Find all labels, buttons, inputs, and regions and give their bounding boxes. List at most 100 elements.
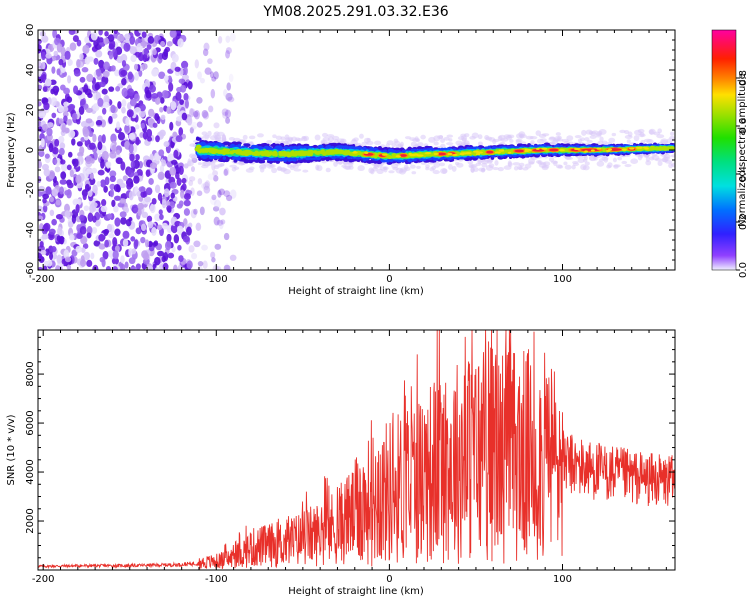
spectrogram-halo-cell — [639, 153, 644, 158]
spectrogram-noise-cell — [79, 76, 86, 83]
spectrogram-halo-cell — [624, 164, 632, 168]
spectrogram-noise-cell — [38, 112, 46, 119]
spectrogram-noise-cell — [152, 48, 157, 56]
spectrogram-halo-cell — [638, 133, 646, 138]
spectrogram-halo-cell — [606, 164, 612, 169]
spectrogram-noise-cell — [100, 159, 105, 169]
spectrogram-halo-cell — [361, 141, 369, 146]
spectrogram-halo-cell — [666, 138, 673, 144]
spectrogram-halo-cell — [477, 134, 483, 140]
spectrogram-noise-cell — [213, 122, 220, 129]
spectrogram-noise-cell — [72, 158, 79, 168]
spectrogram-noise-cell — [143, 47, 149, 56]
spectrogram-noise-cell — [190, 209, 197, 219]
spectrogram-halo-cell — [540, 138, 547, 142]
spectrogram-noise-cell — [167, 252, 175, 259]
spectrogram-noise-cell — [38, 43, 42, 51]
spectrogram-noise-cell — [209, 71, 215, 79]
spectrogram-halo-cell — [623, 130, 630, 135]
spectrogram-halo-cell — [257, 133, 264, 138]
spectrogram-noise-cell — [51, 112, 57, 119]
spectrogram-noise-cell — [110, 65, 116, 72]
spectrogram-halo-cell — [416, 165, 421, 170]
spectrogram-halo-cell — [366, 137, 371, 142]
spectrogram-noise-cell — [80, 247, 86, 253]
spectrogram-halo-cell — [216, 131, 225, 137]
spectrogram-halo-cell — [275, 135, 283, 141]
spectrogram-noise-cell — [89, 173, 95, 180]
spectrogram-noise-cell — [135, 136, 140, 146]
spectrogram-noise-cell — [159, 106, 164, 113]
spectrogram-noise-cell — [187, 80, 193, 90]
spectrogram-halo-cell — [410, 164, 416, 169]
spectrogram-noise-cell — [134, 106, 141, 114]
spectrogram-noise-cell — [93, 240, 101, 247]
spectrogram-halo-cell — [350, 139, 358, 146]
spectrogram-halo-cell — [271, 167, 278, 174]
spectrogram-noise-cell — [49, 252, 54, 261]
spectrogram-noise-cell — [59, 179, 67, 185]
spectrogram-band-cell — [358, 146, 363, 151]
spectrogram-noise-cell — [39, 240, 44, 248]
spectrogram-noise-cell — [134, 154, 140, 161]
spectrogram-noise-cell — [98, 243, 106, 250]
spectrogram-halo-cell — [497, 167, 504, 172]
spectrogram-halo-cell — [344, 165, 352, 170]
spectrogram-noise-cell — [103, 228, 110, 235]
spectrogram-noise-cell — [108, 115, 113, 125]
spectrogram-noise-cell — [152, 122, 158, 128]
spectrogram-noise-cell — [80, 136, 86, 143]
spectrogram-noise-cell — [57, 104, 64, 113]
spectrogram-noise-cell — [148, 108, 155, 117]
spectrogram-halo-cell — [564, 164, 572, 170]
spectrogram-band-cell — [352, 146, 359, 150]
spectrogram-noise-cell — [145, 187, 153, 196]
spectrogram-noise-cell — [138, 186, 146, 193]
spectrogram-halo-cell — [290, 164, 296, 168]
spectrogram-halo-cell — [654, 158, 663, 162]
spectrogram-noise-cell — [72, 198, 80, 206]
spectrogram-band-cell — [317, 144, 324, 149]
spectrogram-noise-cell — [38, 266, 44, 270]
spectrogram-noise-cell — [38, 215, 44, 221]
spectrogram-noise-cell — [212, 170, 219, 177]
spectrogram-noise-cell — [87, 92, 93, 98]
spectrogram-noise-cell — [163, 75, 169, 82]
spectrogram-halo-cell — [571, 164, 576, 170]
spectrogram-noise-cell — [111, 112, 118, 119]
spectrogram-noise-cell — [211, 257, 216, 263]
spectrogram-halo-cell — [446, 134, 454, 138]
spectrogram-noise-cell — [83, 205, 90, 212]
spectrogram-halo-cell — [471, 132, 479, 139]
spectrogram-noise-cell — [111, 257, 119, 265]
spectrogram-noise-cell — [148, 240, 153, 248]
spectrogram-noise-cell — [51, 66, 56, 74]
spectrogram-noise-cell — [135, 124, 140, 130]
spectrogram-noise-cell — [42, 204, 48, 213]
spectrogram-halo-cell — [439, 135, 444, 139]
spectrogram-noise-cell — [42, 265, 48, 270]
spectrogram-halo-cell — [425, 166, 430, 171]
spectrogram-halo-cell — [536, 160, 542, 164]
spectrogram-halo-cell — [218, 163, 225, 167]
spectrogram-noise-cell — [151, 197, 157, 205]
spectrogram-noise-cell — [166, 205, 172, 212]
spectrogram-noise-cell — [110, 104, 116, 114]
spectrogram-halo-cell — [331, 135, 340, 141]
spectrogram-band-cell — [243, 143, 248, 146]
spectrogram-halo-cell — [611, 132, 617, 137]
spectrogram-noise-cell — [124, 140, 130, 150]
spectrogram-noise-cell — [179, 84, 187, 93]
spectrogram-noise-cell — [43, 102, 50, 111]
spectrogram-noise-cell — [151, 93, 159, 99]
spectrogram-noise-cell — [58, 58, 64, 66]
spectrogram-halo-cell — [213, 165, 220, 170]
spectrogram-noise-cell — [85, 118, 93, 124]
spectrogram-noise-cell — [113, 205, 119, 213]
spectrogram-noise-cell — [226, 82, 231, 91]
spectrogram-noise-cell — [97, 97, 104, 107]
spectrogram-noise-cell — [188, 176, 196, 182]
spectrogram-halo-cell — [433, 135, 441, 142]
spectrogram-noise-cell — [78, 106, 85, 115]
spectrogram-noise-cell — [128, 190, 134, 201]
